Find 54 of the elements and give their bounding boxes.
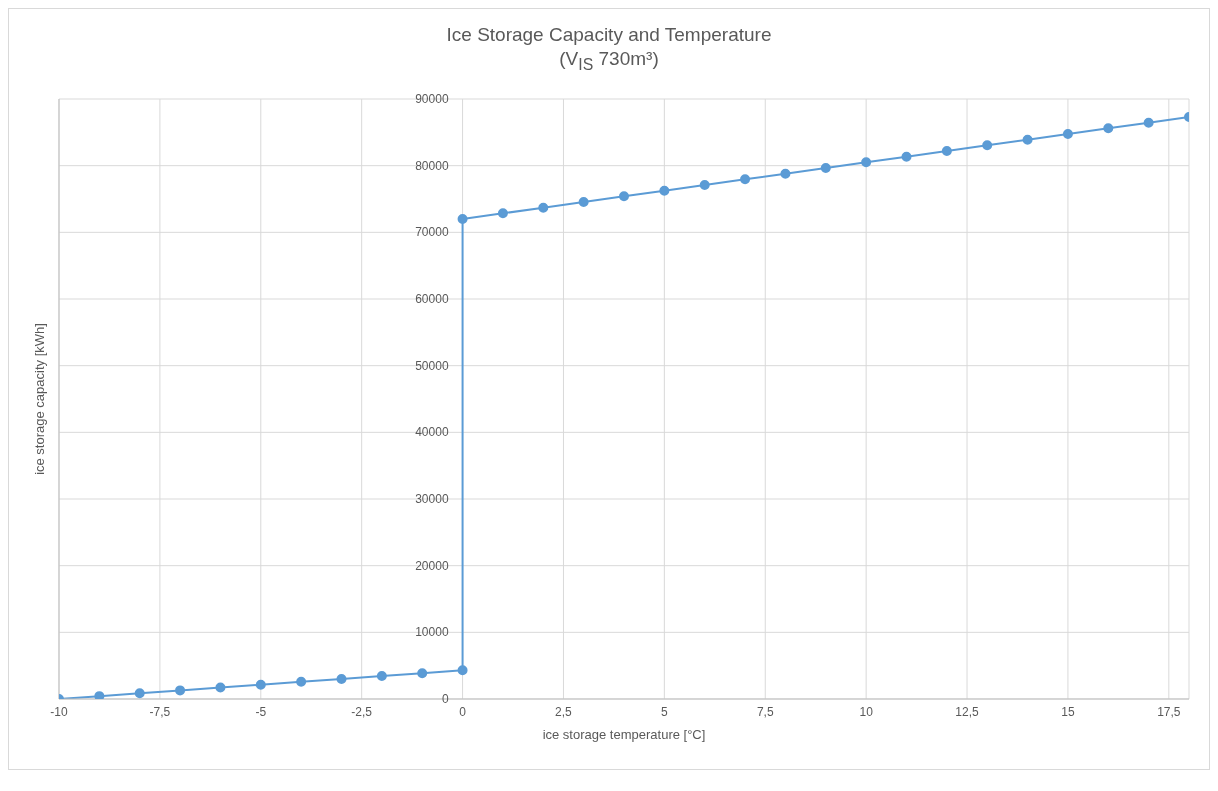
x-tick-label: -10: [50, 704, 68, 719]
point: [497, 208, 508, 219]
x-tick-label: 10: [859, 704, 874, 719]
y-tick-label: 30000: [415, 492, 449, 506]
point: [699, 180, 710, 190]
x-tick-label: 17,5: [1157, 704, 1181, 719]
point: [457, 214, 468, 224]
y-tick-label: 20000: [415, 558, 449, 573]
point: [1103, 123, 1114, 134]
point: [619, 191, 629, 202]
y-tick-label: 60000: [415, 292, 449, 306]
point: [1022, 134, 1033, 145]
x-tick-label: 0: [459, 704, 467, 719]
x-tick-label: -2,5: [351, 704, 373, 719]
point: [1143, 117, 1154, 128]
x-tick-label: 7,5: [756, 704, 774, 719]
point: [255, 679, 266, 690]
y-tick-label: 50000: [415, 358, 449, 373]
point: [780, 168, 791, 179]
point: [901, 151, 912, 162]
point: [134, 688, 145, 699]
point: [578, 197, 589, 207]
x-tick-label: 15: [1061, 704, 1075, 719]
point: [376, 671, 387, 682]
y-axis-title: ice storage capacity [kWh]: [31, 323, 47, 475]
y-tick-label: 0: [441, 692, 449, 706]
x-tick-label: -7,5: [149, 704, 171, 719]
point: [941, 146, 952, 156]
y-tick-label: 90000: [415, 92, 449, 106]
point: [820, 163, 831, 173]
point: [215, 682, 226, 693]
point: [861, 157, 872, 168]
point: [94, 691, 105, 699]
y-tick-label: 70000: [415, 225, 449, 240]
x-tick-label: -5: [255, 704, 267, 719]
point: [457, 665, 468, 676]
y-tick-label: 10000: [415, 625, 449, 640]
point: [538, 202, 549, 213]
x-tick-label: 12,5: [955, 704, 980, 719]
chart-title: Ice Storage Capacity and Temperature: [445, 23, 773, 47]
point: [740, 174, 751, 185]
x-axis-title: ice storage temperature [°C]: [542, 727, 706, 742]
point: [175, 685, 186, 696]
y-tick-label: 80000: [415, 158, 449, 173]
point: [982, 140, 993, 151]
point: [296, 676, 307, 687]
chart-subtitle: (V$_{IS}$ 730m³): [558, 47, 660, 75]
y-tick-label: 40000: [415, 425, 449, 440]
point: [1062, 129, 1073, 139]
point: [417, 668, 428, 679]
point: [659, 185, 670, 196]
x-tick-label: 2,5: [555, 704, 573, 719]
point: [336, 673, 347, 684]
x-tick-label: 5: [661, 704, 669, 719]
